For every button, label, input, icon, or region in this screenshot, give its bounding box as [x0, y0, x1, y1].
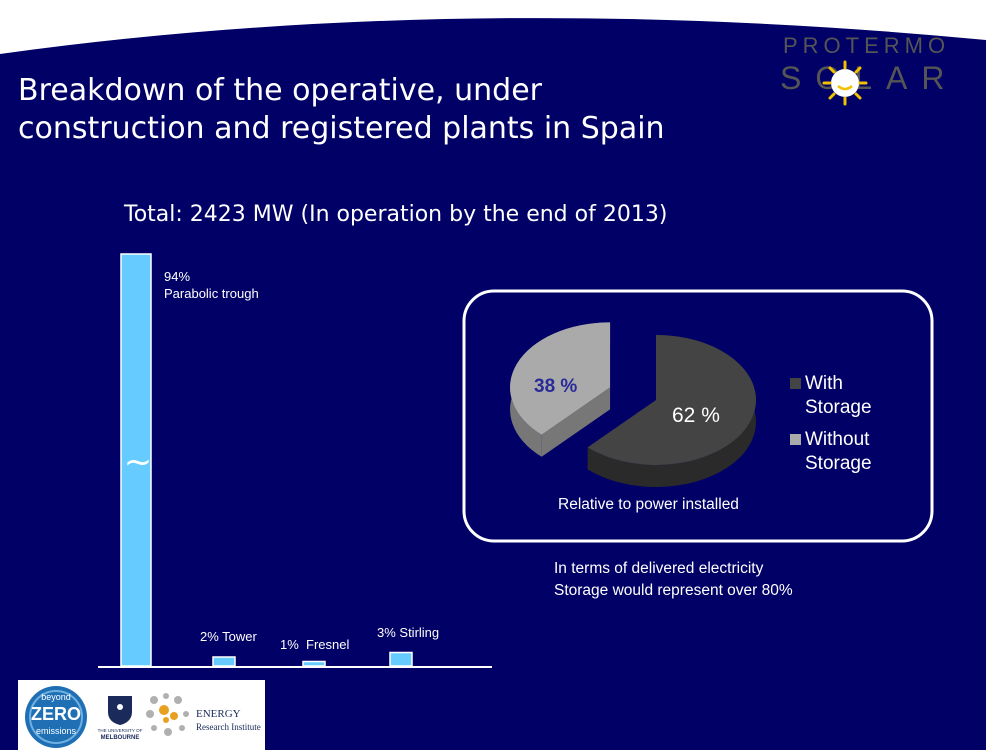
bze-logo-line1: beyond	[41, 692, 71, 702]
chart-subtitle: Total: 2423 MW (In operation by the end …	[124, 202, 668, 227]
navy-panel	[0, 18, 986, 750]
pie-slice-with-storage	[587, 335, 756, 466]
storage-note-line2: Storage would represent over 80%	[554, 582, 793, 599]
pie-slice-side-with-storage	[587, 335, 756, 488]
storage-note: In terms of delivered electricity Storag…	[554, 558, 793, 602]
legend-swatch-without-storage	[790, 434, 801, 445]
pie-chart	[510, 322, 756, 488]
university-logo-line1: THE UNIVERSITY OF	[97, 728, 143, 733]
brand-logo-line1: PROTERMO	[783, 33, 951, 58]
legend-markers	[790, 378, 801, 445]
sun-icon	[822, 60, 868, 106]
slide-title: Breakdown of the operative, under constr…	[18, 73, 665, 146]
bar-fresnel	[302, 660, 326, 667]
pie-label-with-storage: 62 %	[672, 404, 720, 427]
legend-label-with-storage: With Storage	[805, 373, 872, 418]
bar-label-fresnel: 1% Fresnel	[280, 637, 350, 652]
bar-chart	[98, 253, 492, 668]
university-crest-icon	[108, 696, 132, 725]
eri-logo-line1: ENERGY	[196, 708, 241, 720]
bar-tower	[212, 656, 236, 667]
storage-note-line1: In terms of delivered electricity	[554, 560, 764, 577]
axis-break-marker: ~	[123, 442, 153, 482]
bar-label-stirling: 3% Stirling	[377, 625, 440, 640]
legend-swatch-with-storage	[790, 378, 801, 389]
beyond-zero-emissions-logo	[25, 686, 87, 748]
pie-label-without-storage: 38 %	[534, 376, 578, 397]
bze-logo-line2: ZERO	[30, 704, 81, 724]
footer-logos: beyond ZERO emissions THE UNIVERSITY OF …	[18, 680, 265, 750]
bze-logo-line3: emissions	[35, 726, 76, 736]
white-callout-box	[462, 289, 934, 543]
energy-institute-globe-icon	[146, 693, 189, 736]
pie-slice-without-storage	[510, 322, 611, 435]
bar-stirling	[389, 651, 413, 667]
pie-slice-wall-without-storage	[541, 387, 611, 457]
bar-parabolic-trough	[120, 253, 152, 667]
university-logo-line2: MELBOURNE	[100, 735, 140, 741]
bar-label-parabolic-trough: 94% Parabolic trough	[164, 269, 259, 301]
brand-logo-line2: SOLAR	[780, 60, 959, 96]
legend-label-without-storage: Without Storage	[805, 429, 872, 474]
bar-label-tower: 2% Tower	[200, 629, 257, 644]
eri-logo-line2: Research Institute	[196, 722, 261, 732]
pie-caption: Relative to power installed	[558, 496, 739, 513]
